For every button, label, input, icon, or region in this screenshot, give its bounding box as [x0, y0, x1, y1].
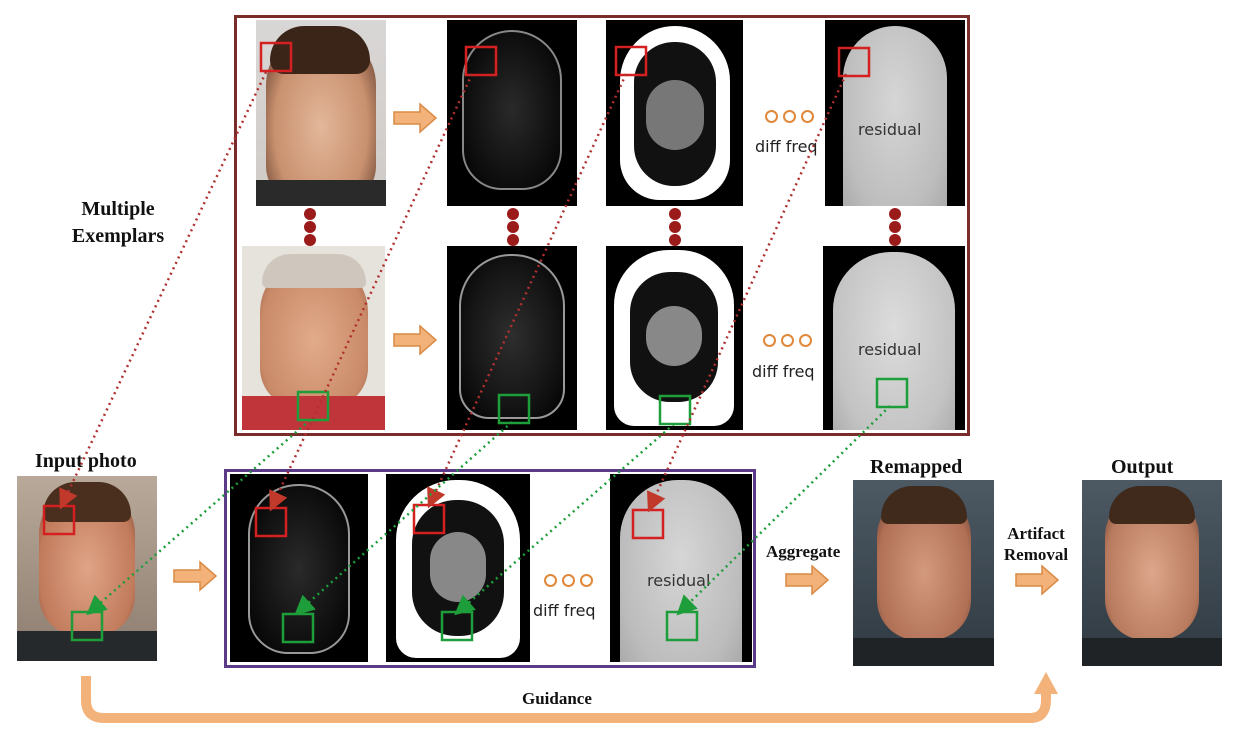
input-photo [17, 476, 157, 661]
ellipsis-icon [763, 332, 817, 351]
residual-label-mid: residual [858, 340, 922, 359]
input-photo-label: Input photo [35, 450, 137, 472]
exemplar-photo-young [256, 20, 386, 206]
multiple-exemplars-label: Multiple Exemplars [58, 196, 178, 250]
green-correspondence-lines [86, 405, 891, 616]
input-edge-layer [230, 474, 368, 662]
exemplar-residual-young [825, 20, 965, 206]
exemplar-photo-old [242, 246, 385, 430]
residual-label-bot: residual [647, 571, 711, 590]
exemplar-edge-old [447, 246, 577, 430]
residual-label-top: residual [858, 120, 922, 139]
remapped-label: Remapped [870, 456, 963, 478]
output-label: Output [1111, 456, 1174, 478]
red-patch-group [42, 41, 871, 540]
diff-freq-label-bot: diff freq [533, 601, 596, 620]
diff-freq-label-mid: diff freq [752, 362, 815, 381]
exemplar-band-old [606, 246, 743, 430]
guidance-label: Guidance [522, 689, 592, 708]
multiple-exemplars-line1: Multiple [81, 198, 155, 220]
multiple-exemplars-line2: Exemplars [71, 225, 165, 247]
input-decomposition-box [224, 469, 756, 668]
artifact-removal-label: Artifact Removal [996, 523, 1076, 565]
right-arrow-icon [173, 102, 1060, 596]
exemplar-edge-young [447, 20, 577, 206]
ellipsis-icon [544, 572, 598, 591]
exemplar-band-young [606, 20, 743, 206]
red-correspondence-lines [59, 71, 848, 513]
artifact-removal-line1: Artifact [1007, 524, 1065, 543]
aggregate-label: Aggregate [766, 542, 841, 561]
guidance-arrow [81, 676, 1051, 723]
artifact-removal-line2: Removal [1003, 545, 1069, 564]
diff-freq-label-top: diff freq [755, 137, 818, 156]
exemplars-box [234, 15, 970, 436]
remapped-photo [853, 480, 994, 666]
exemplar-residual-old [823, 246, 965, 430]
output-photo [1082, 480, 1222, 666]
ellipsis-icon [765, 108, 819, 127]
